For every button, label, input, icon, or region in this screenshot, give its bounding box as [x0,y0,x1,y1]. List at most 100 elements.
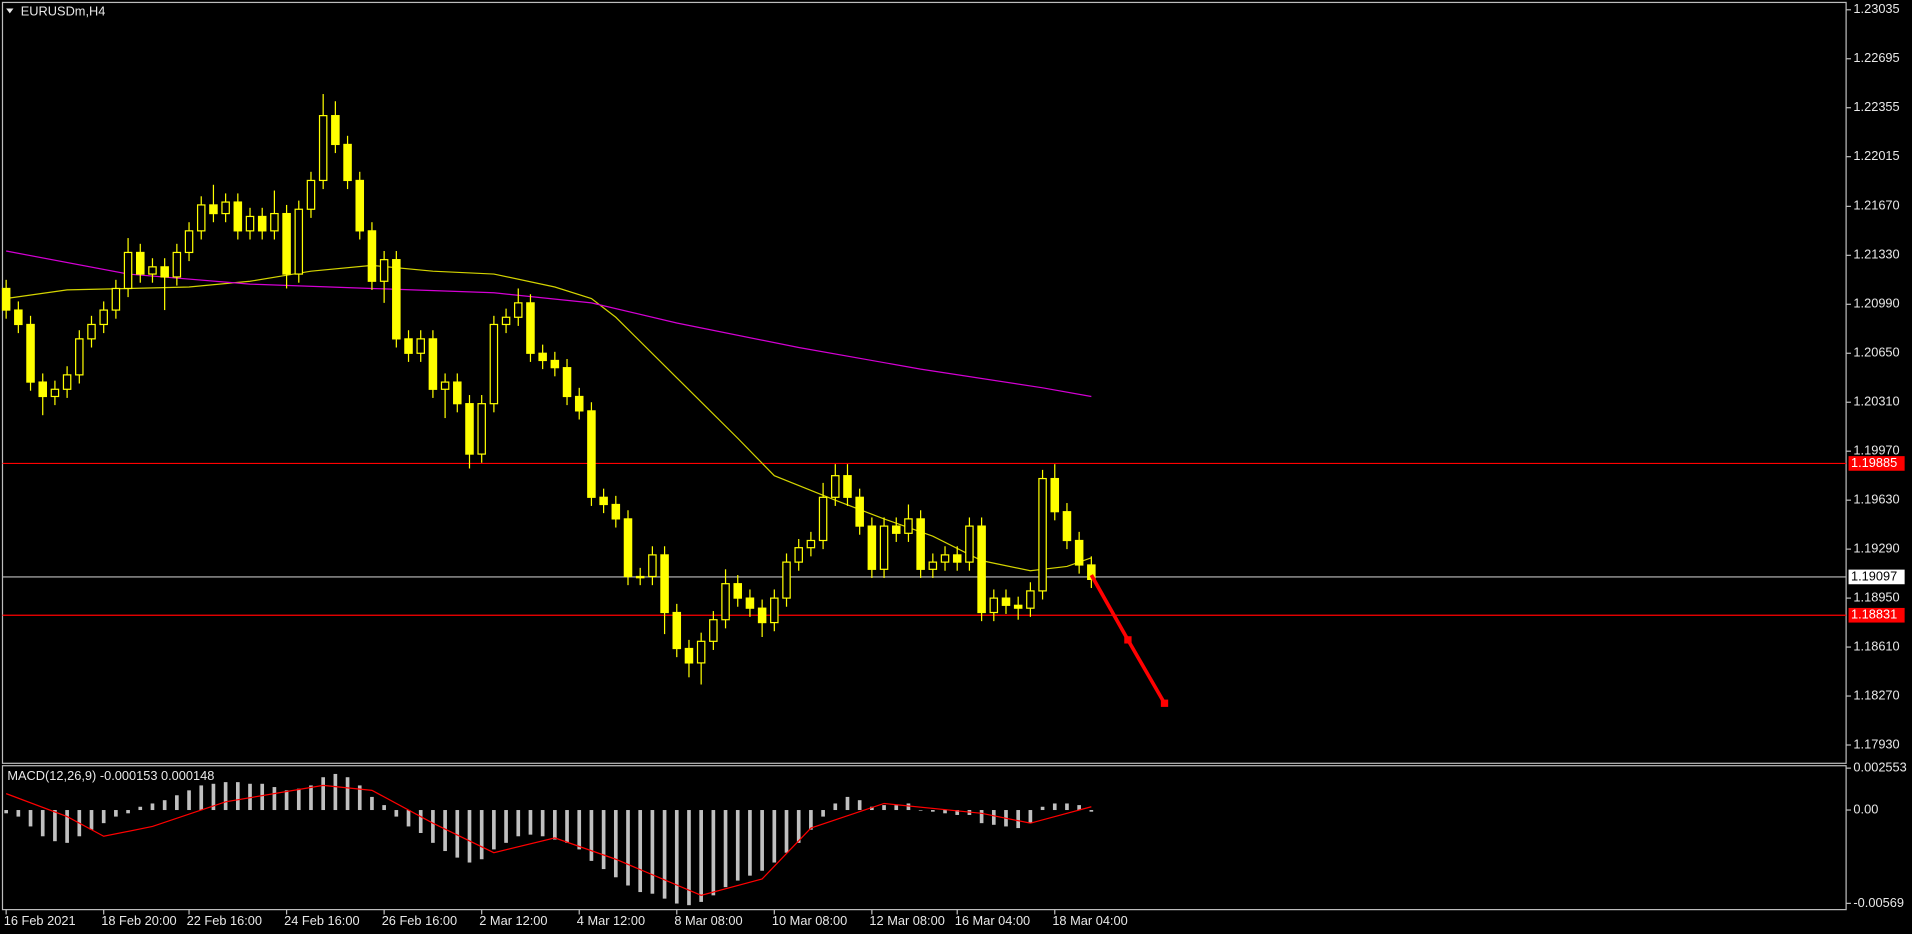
macd-bar [906,803,911,811]
macd-bar [345,777,350,811]
macd-label: MACD(12,26,9) -0.000153 0.000148 [7,768,214,783]
macd-bar [65,810,69,843]
candle-body [136,251,145,275]
candle-body [111,287,121,311]
macd-bar [650,810,655,894]
macd-y-tick-label: 0.002553 [1853,760,1906,775]
macd-bar [1065,803,1069,811]
candle-body [648,554,657,578]
macd-bar [40,810,45,837]
macd-bar [674,810,679,904]
macd-bar [833,803,838,811]
candle-body [757,607,767,624]
macd-bar [431,810,435,843]
candle-body [843,475,852,498]
candle-body [75,338,84,376]
macd-bar [687,810,691,906]
macd-bar [613,810,618,878]
candle-body [1013,604,1023,609]
y-tick-label: 1.22695 [1853,50,1899,65]
macd-bar [162,800,167,811]
candle-body [782,561,791,599]
candle-body [587,410,596,498]
macd-bar [321,777,326,811]
candle-body [635,575,645,579]
macd-bar [1028,810,1033,824]
symbol-menu-arrow[interactable] [6,8,14,14]
x-tick-label: 16 Mar 04:00 [955,913,1030,928]
macd-bar [638,810,643,893]
macd-bar [809,810,813,830]
candle-body [501,316,511,326]
x-tick-label: 22 Feb 16:00 [187,913,262,928]
macd-bar [138,806,143,811]
y-tick-label: 1.20310 [1853,394,1899,409]
candle-body [855,496,864,527]
macd-bar [492,810,496,850]
y-tick-label: 1.21330 [1853,247,1899,262]
candle-body [1062,511,1072,542]
x-tick-label: 8 Mar 08:00 [674,913,742,928]
candle-body [989,597,999,614]
candle-body [831,475,840,498]
candle-body [928,561,938,570]
price-tag [1848,456,1905,471]
macd-bar [931,810,935,812]
macd-bar [16,810,21,817]
x-tick-label: 16 Feb 2021 [4,913,76,928]
candle-body [965,525,974,563]
y-tick-label: 1.20650 [1853,345,1899,360]
macd-bar [601,810,606,870]
candle-body [148,266,157,275]
macd-bar [296,788,301,811]
macd-bar [516,810,521,837]
macd-bar [418,810,423,833]
macd-bar [4,810,8,814]
candle-body [770,597,779,624]
macd-bar [309,785,313,811]
chart-title: EURUSDm,H4 [21,4,106,19]
macd-bar [991,810,996,825]
macd-bar [467,810,472,863]
candle-body [355,179,365,232]
candle-body [550,359,560,369]
candle-body [160,266,169,278]
candle-body [574,395,584,412]
macd-bar [565,810,569,843]
macd-bar [772,810,777,863]
macd-bar [894,805,899,811]
candle-body [26,323,35,383]
candle-body [184,230,194,254]
candle-body [745,597,755,609]
y-tick-label: 1.19630 [1853,492,1899,507]
macd-y-tick-label: -0.00569 [1853,895,1904,910]
macd-bar [699,810,703,902]
price-tag [1848,607,1905,623]
candle-body [428,338,438,390]
candle-body [306,179,316,210]
macd-bar [114,810,118,817]
macd-bar [857,800,862,811]
candle-body [331,115,340,146]
candle-body [904,518,913,534]
candle-body [1,287,11,311]
candle-body [245,215,255,232]
macd-bar [979,810,984,824]
macd-bar [260,783,265,811]
candle-body [623,518,633,578]
macd-bar [662,810,667,899]
macd-bar [333,773,338,811]
candle-body [404,338,413,354]
macd-bar [370,796,374,811]
y-tick-label: 1.23035 [1853,1,1899,16]
candle-body [282,212,291,275]
macd-bar [443,810,447,852]
candle-body [38,381,47,398]
macd-bar [1016,810,1021,829]
macd-bar [760,810,764,871]
macd-bar [150,803,155,811]
candle-body [99,309,108,326]
macd-bar [504,810,508,843]
candle-body [257,215,267,232]
candle-body [513,302,523,318]
